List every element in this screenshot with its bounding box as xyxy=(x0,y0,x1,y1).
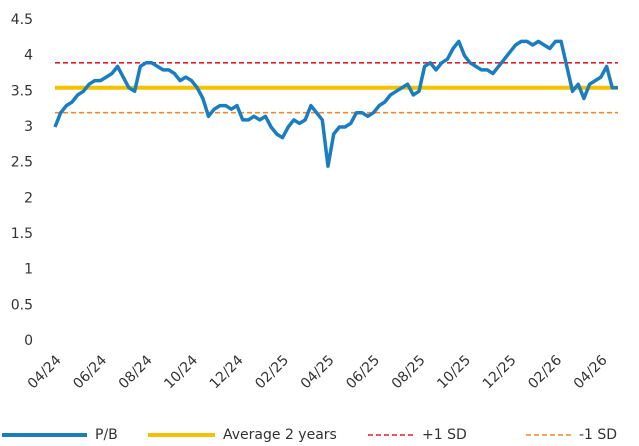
x-tick-label: 02/26 xyxy=(525,352,565,392)
x-tick-label: 04/24 xyxy=(25,352,65,392)
legend-label: P/B xyxy=(95,427,118,443)
x-tick-label: 10/25 xyxy=(434,352,474,392)
legend-label: -1 SD xyxy=(579,427,617,443)
x-tick-label: 12/25 xyxy=(480,352,520,392)
x-tick-label: 06/24 xyxy=(70,352,110,392)
y-tick-label: 2 xyxy=(24,190,33,206)
y-tick-label: 4.5 xyxy=(11,12,33,28)
x-tick-label: 10/24 xyxy=(161,352,201,392)
x-tick-label: 04/26 xyxy=(571,352,611,392)
x-tick-label: 04/25 xyxy=(298,352,338,392)
y-tick-label: 3.5 xyxy=(11,83,33,99)
data-line xyxy=(53,39,618,168)
y-tick-label: 3 xyxy=(24,119,33,135)
y-tick-label: 0.5 xyxy=(11,297,33,313)
y-tick-label: 0 xyxy=(24,333,33,349)
y-tick-label: 4 xyxy=(24,48,33,64)
y-tick-label: 1.5 xyxy=(11,226,33,242)
x-tick-label: 08/25 xyxy=(389,352,429,392)
x-tick-label: 06/25 xyxy=(343,352,383,392)
x-tick-label: 02/25 xyxy=(252,352,292,392)
legend-label: Average 2 years xyxy=(223,427,337,443)
y-tick-label: 2.5 xyxy=(11,155,33,171)
x-tick-label: 08/24 xyxy=(116,352,156,392)
legend-label: +1 SD xyxy=(422,427,467,443)
y-tick-label: 1 xyxy=(24,262,33,278)
x-tick-label: 12/24 xyxy=(207,352,247,392)
